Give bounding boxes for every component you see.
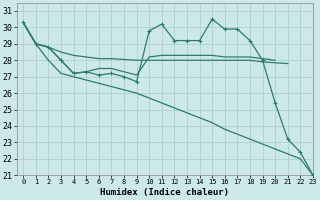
X-axis label: Humidex (Indice chaleur): Humidex (Indice chaleur)	[100, 188, 229, 197]
